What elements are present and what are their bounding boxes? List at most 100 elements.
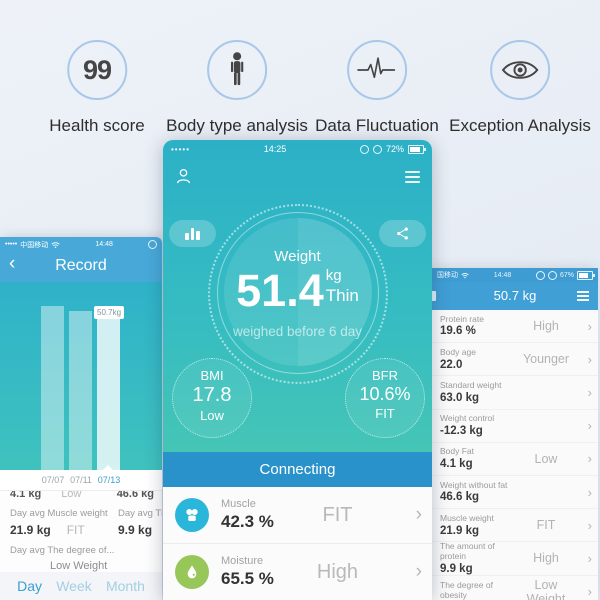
row-value: 63.0 kg xyxy=(440,391,479,404)
date-tick-active[interactable]: 07/13 xyxy=(97,475,121,485)
back-icon[interactable]: ‹ xyxy=(9,253,16,274)
share-button[interactable] xyxy=(379,220,426,247)
carrier-label: 中国移动 xyxy=(20,241,49,249)
status-bar: ••••• 中国移动 14:48 xyxy=(0,237,162,252)
moisture-drop-icon xyxy=(175,555,209,589)
bfr-label: BFR xyxy=(372,368,398,383)
row-label: Protein rate xyxy=(440,313,484,324)
moisture-row[interactable]: Moisture 65.5 % High › xyxy=(163,544,432,600)
row-value: 22.0 xyxy=(440,358,463,371)
health-score-icon: 99 xyxy=(67,40,127,100)
battery-percent: 67% xyxy=(559,271,574,279)
connecting-bar[interactable]: Connecting xyxy=(163,452,432,487)
weigh-note: weighed before 6 day xyxy=(232,324,363,339)
measurement-row[interactable]: The amount of protein 9.9 kg High › xyxy=(432,541,598,576)
carrier-label: 国移动 xyxy=(437,272,458,279)
measurement-row[interactable]: Body Fat 4.1 kg Low › xyxy=(432,443,598,476)
row-label: The degree of obesity xyxy=(440,580,493,600)
score-99-glyph: 99 xyxy=(82,54,112,85)
weight-unit: kg xyxy=(325,267,342,284)
row-status: High xyxy=(533,319,559,334)
stat-status: Low xyxy=(61,490,82,500)
tab-week[interactable]: Week xyxy=(56,578,92,594)
battery-icon xyxy=(408,144,426,154)
bmi-value: 17.8 xyxy=(192,384,232,406)
metric-value: 42.3 % xyxy=(221,512,274,531)
status-time: 14:48 xyxy=(493,271,512,279)
chart-pointer xyxy=(103,465,113,470)
profile-icon[interactable] xyxy=(174,166,193,191)
weight-dial-disc[interactable] xyxy=(223,218,372,366)
metric-label: Moisture xyxy=(221,555,264,567)
weight-value-row: 51.4 kg Thin xyxy=(163,265,432,316)
tab-month[interactable]: Month xyxy=(105,578,145,594)
menu-icon[interactable] xyxy=(405,171,420,186)
row-value: 9.9 kg xyxy=(440,562,473,575)
chevron-right-icon: › xyxy=(587,318,592,334)
row-status: Younger xyxy=(522,352,570,367)
stat-muscle-weight: Day avg Muscle weight 21.9 kg FIT xyxy=(10,508,118,537)
status-sync-icon xyxy=(535,270,545,280)
status-shield-icon xyxy=(372,144,382,154)
date-tick[interactable]: 07/11 xyxy=(70,475,92,485)
measurement-row[interactable]: Standard weight 63.0 kg › xyxy=(432,376,598,410)
stat-degree: Day avg The degree of... Low Weight xyxy=(10,545,162,572)
muscle-row[interactable]: Muscle 42.3 % FIT › xyxy=(163,487,432,544)
bmi-status: Low xyxy=(200,408,224,423)
history-chart-button[interactable] xyxy=(169,220,216,247)
share-icon xyxy=(397,227,408,240)
measurement-row[interactable]: The degree of obesity Low Weight › xyxy=(432,576,598,600)
chevron-right-icon: › xyxy=(415,504,422,525)
bar-chart-icon xyxy=(185,233,189,240)
status-bar: 国移动 14:48 67% xyxy=(432,268,598,282)
bfr-dial[interactable]: BFR 10.6% FIT xyxy=(345,358,425,438)
row-status: High xyxy=(533,551,559,566)
chevron-right-icon: › xyxy=(587,550,592,566)
status-shield-icon xyxy=(547,270,557,280)
stat-value: 46.6 kg xyxy=(116,490,154,500)
measurement-row[interactable]: Weight control -12.3 kg › xyxy=(432,410,598,443)
metric-status: FIT xyxy=(322,503,353,526)
ecg-icon xyxy=(346,40,407,100)
bmi-dial[interactable]: BMI 17.8 Low xyxy=(172,358,252,438)
signal-dots: ••••• xyxy=(5,241,18,248)
chart-bar[interactable] xyxy=(69,311,92,470)
status-time: 14:25 xyxy=(263,144,287,154)
chevron-right-icon: › xyxy=(587,484,592,500)
chart-bar-active[interactable] xyxy=(97,317,120,470)
row-value: 19.6 % xyxy=(440,325,476,338)
weight-header: 50.7 kg xyxy=(432,282,598,310)
chevron-right-icon: › xyxy=(415,561,422,582)
weight-dial-ticks xyxy=(207,204,388,384)
chart-bar[interactable] xyxy=(41,306,64,470)
weight-bar-chart[interactable]: 50.7kg xyxy=(0,282,162,470)
row-label: Weight without fat xyxy=(440,479,508,490)
feature-label: Health score xyxy=(49,116,145,135)
clipped-stat-row: 4.1 kg Low 46.6 kg xyxy=(10,490,162,501)
menu-icon[interactable] xyxy=(577,291,589,303)
battery-icon xyxy=(577,270,595,280)
period-tabs: Day Week Month xyxy=(0,572,162,600)
weight-label: Weight xyxy=(274,248,321,265)
record-header: ‹ Record xyxy=(0,252,162,282)
chevron-right-icon: › xyxy=(587,584,592,600)
measurement-row[interactable]: Weight without fat 46.6 kg › xyxy=(432,476,598,510)
row-label: Muscle weight xyxy=(440,512,494,523)
metric-value: 65.5 % xyxy=(221,569,274,588)
signal-dots: ••••• xyxy=(171,144,191,154)
measurement-row[interactable]: Muscle weight 21.9 kg FIT › xyxy=(432,509,598,543)
measurement-row[interactable]: Body age 22.0 Younger › xyxy=(432,343,598,377)
tab-day[interactable]: Day xyxy=(17,578,42,594)
row-status: Low xyxy=(534,451,558,466)
metric-list: Muscle 42.3 % FIT › Moisture 65.5 % High… xyxy=(163,487,432,600)
feature-health-score: 99 Health score xyxy=(49,40,145,136)
eye-icon xyxy=(490,40,550,100)
bfr-value: 10.6% xyxy=(359,384,411,404)
date-tick[interactable]: 07/07 xyxy=(41,475,65,485)
muscle-icon xyxy=(175,498,209,532)
measurement-row[interactable]: Protein rate 19.6 % High › xyxy=(432,310,598,344)
row-label: Body age xyxy=(440,346,476,357)
weight-value: 51.4 xyxy=(236,265,324,316)
bfr-status: FIT xyxy=(375,406,395,421)
feature-data-fluctuation: Data Fluctuation xyxy=(315,40,439,136)
